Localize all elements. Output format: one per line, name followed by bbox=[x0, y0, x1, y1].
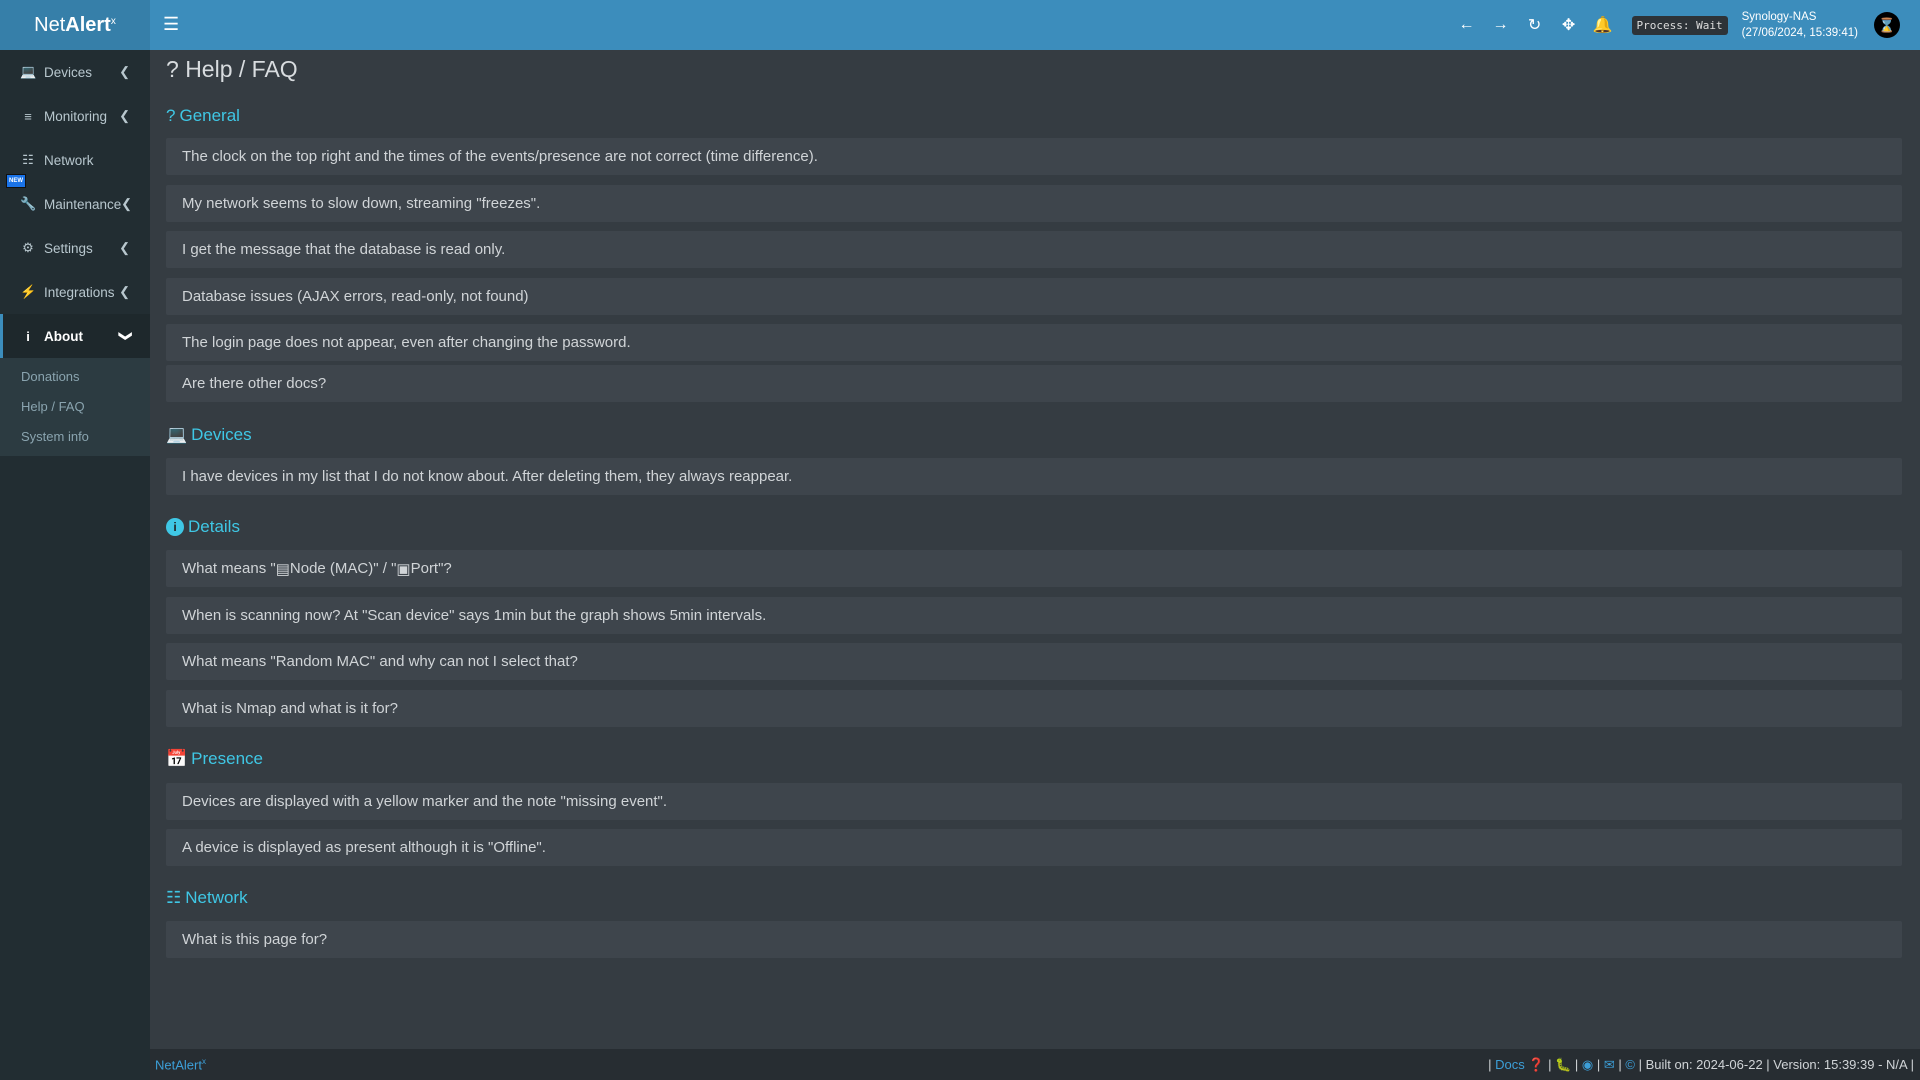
faq-item[interactable]: What is this page for? bbox=[166, 921, 1902, 958]
sidebar-item-maintenance[interactable]: NEW 🔧 Maintenance ❮ bbox=[0, 174, 150, 226]
sidebar-label: About bbox=[44, 328, 83, 344]
sidebar-label: Integrations bbox=[44, 284, 115, 300]
footer: NetAlertx | Docs ❓ | 🐛 | ◉ | ✉ | © | Bui… bbox=[150, 1049, 1920, 1080]
info-icon: i bbox=[26, 328, 30, 344]
question-icon: ? bbox=[166, 56, 179, 82]
footer-brand-sup: x bbox=[201, 1056, 206, 1066]
user-avatar-icon[interactable]: ⌛ bbox=[1874, 12, 1900, 38]
faq-item[interactable]: Database issues (AJAX errors, read-only,… bbox=[166, 278, 1902, 315]
sidebar-item-monitoring[interactable]: ≡ Monitoring ❮ bbox=[0, 94, 150, 138]
about-submenu: Donations Help / FAQ System info bbox=[0, 358, 150, 456]
sidebar-label: Maintenance bbox=[44, 196, 122, 212]
docs-link[interactable]: Docs bbox=[1495, 1056, 1525, 1072]
envelope-icon[interactable]: ✉ bbox=[1603, 1056, 1615, 1072]
faq-item[interactable]: Devices are displayed with a yellow mark… bbox=[166, 783, 1902, 820]
section-title: Details bbox=[188, 517, 240, 536]
chevron-left-icon: ❮ bbox=[119, 64, 130, 79]
github-icon[interactable]: ◉ bbox=[1581, 1056, 1594, 1072]
sitemap-icon: ☷ bbox=[22, 152, 34, 167]
host-name: Synology-NAS bbox=[1741, 11, 1817, 23]
faq-text: Port"? bbox=[410, 560, 452, 577]
info-circle-icon: i bbox=[166, 518, 184, 536]
plug-icon: ⚡ bbox=[20, 284, 37, 299]
section-title: Devices bbox=[191, 425, 252, 444]
sidebar-label: Settings bbox=[44, 240, 93, 256]
laptop-icon: 💻 bbox=[166, 425, 188, 444]
sidebar: 💻 Devices ❮ ≡ Monitoring ❮ ☷ Network NEW 🔧 Main… bbox=[0, 50, 150, 1080]
chevron-left-icon: ❮ bbox=[119, 108, 130, 123]
host-datetime: (27/06/2024, 15:39:41) bbox=[1741, 27, 1858, 39]
sitemap-icon: ☷ bbox=[166, 888, 182, 907]
faq-item[interactable]: Are there other docs? bbox=[166, 365, 1902, 402]
sidebar-item-devices[interactable]: 💻 Devices ❮ bbox=[0, 50, 150, 94]
page-title: ? Help / FAQ bbox=[166, 56, 298, 83]
question-icon: ? bbox=[166, 106, 176, 125]
logo-text-bold: Alert bbox=[65, 13, 111, 36]
sidebar-item-network[interactable]: ☷ Network bbox=[0, 138, 150, 182]
section-general: ? General bbox=[166, 106, 240, 126]
new-badge: NEW bbox=[6, 174, 26, 188]
faq-item[interactable]: A device is displayed as present althoug… bbox=[166, 829, 1902, 866]
chart-icon: ≡ bbox=[24, 108, 32, 124]
faq-item[interactable]: When is scanning now? At "Scan device" s… bbox=[166, 597, 1902, 634]
section-devices: 💻 Devices bbox=[166, 425, 252, 445]
faq-item[interactable]: What is Nmap and what is it for? bbox=[166, 690, 1902, 727]
help-circle-icon[interactable]: ❓ bbox=[1528, 1056, 1545, 1072]
faq-item[interactable]: The clock on the top right and the times… bbox=[166, 138, 1902, 175]
faq-item[interactable]: What means "Random MAC" and why can not … bbox=[166, 643, 1902, 680]
arrow-left-icon[interactable]: ← bbox=[1458, 16, 1475, 33]
section-details: i Details bbox=[166, 517, 240, 537]
section-title: Network bbox=[185, 888, 248, 907]
footer-brand: NetAlertx bbox=[155, 1057, 206, 1072]
submenu-help-faq[interactable]: Help / FAQ bbox=[21, 399, 85, 414]
chevron-left-icon: ❮ bbox=[121, 196, 132, 211]
calendar-icon: 📅 bbox=[166, 749, 188, 768]
submenu-donations[interactable]: Donations bbox=[21, 369, 80, 384]
server-icon: ▤ bbox=[275, 560, 290, 578]
refresh-icon[interactable]: ↻ bbox=[1527, 17, 1542, 34]
wrench-icon: 🔧 bbox=[20, 196, 37, 211]
arrow-right-icon[interactable]: → bbox=[1492, 16, 1509, 33]
laptop-icon: 💻 bbox=[20, 64, 37, 79]
section-network: ☷ Network bbox=[166, 888, 248, 908]
faq-item[interactable]: I get the message that the database is r… bbox=[166, 231, 1902, 268]
bell-icon[interactable]: 🔔 bbox=[1592, 17, 1613, 34]
chevron-down-icon: ❮ bbox=[116, 330, 132, 342]
top-navbar: Net Alert x ☰ ← → ↻ ✥ 🔔 Process: Wait Syno… bbox=[0, 0, 1920, 50]
faq-item[interactable]: The login page does not appear, even aft… bbox=[166, 324, 1902, 361]
logo-text: Net bbox=[34, 13, 66, 36]
ethernet-icon: ▣ bbox=[396, 560, 411, 578]
submenu-system-info[interactable]: System info bbox=[21, 429, 89, 444]
sidebar-label: Devices bbox=[44, 64, 93, 80]
chevron-left-icon: ❮ bbox=[119, 284, 130, 299]
host-info: Synology-NAS (27/06/2024, 15:39:41) bbox=[1742, 9, 1858, 41]
section-title: Presence bbox=[191, 749, 263, 768]
section-title: General bbox=[179, 106, 240, 125]
footer-brand-text: NetAlert bbox=[155, 1057, 202, 1073]
page-title-text: Help / FAQ bbox=[185, 56, 298, 82]
build-date: Built on: 2024-06-22 bbox=[1645, 1056, 1763, 1072]
sidebar-label: Monitoring bbox=[44, 108, 108, 124]
faq-item[interactable]: What means " ▤ Node (MAC)" / " ▣ Port"? bbox=[166, 550, 1902, 587]
version: Version: 15:39:39 - N/A bbox=[1773, 1056, 1907, 1072]
sidebar-item-settings[interactable]: ⚙ Settings ❮ bbox=[0, 226, 150, 270]
move-icon[interactable]: ✥ bbox=[1561, 17, 1576, 34]
faq-item[interactable]: My network seems to slow down, streaming… bbox=[166, 185, 1902, 222]
faq-text: Node (MAC)" / " bbox=[289, 560, 397, 577]
bug-icon[interactable]: 🐛 bbox=[1555, 1056, 1572, 1072]
process-status: Process: Wait bbox=[1631, 15, 1728, 35]
menu-toggle-icon[interactable]: ☰ bbox=[163, 14, 180, 34]
chevron-left-icon: ❮ bbox=[119, 240, 130, 255]
logo-sup: x bbox=[110, 15, 116, 27]
sidebar-item-integrations[interactable]: ⚡ Integrations ❮ bbox=[0, 270, 150, 314]
gear-icon: ⚙ bbox=[22, 240, 34, 255]
faq-text: What means " bbox=[182, 560, 276, 577]
copyright-icon[interactable]: © bbox=[1625, 1056, 1635, 1072]
faq-item[interactable]: I have devices in my list that I do not … bbox=[166, 458, 1902, 495]
footer-info: | Docs ❓ | 🐛 | ◉ | ✉ | © | Built on: 202… bbox=[1488, 1056, 1914, 1072]
sidebar-label: Network bbox=[44, 152, 94, 168]
logo[interactable]: Net Alert x bbox=[0, 0, 150, 50]
sidebar-item-about[interactable]: i About ❮ bbox=[0, 314, 150, 358]
section-presence: 📅 Presence bbox=[166, 749, 263, 769]
